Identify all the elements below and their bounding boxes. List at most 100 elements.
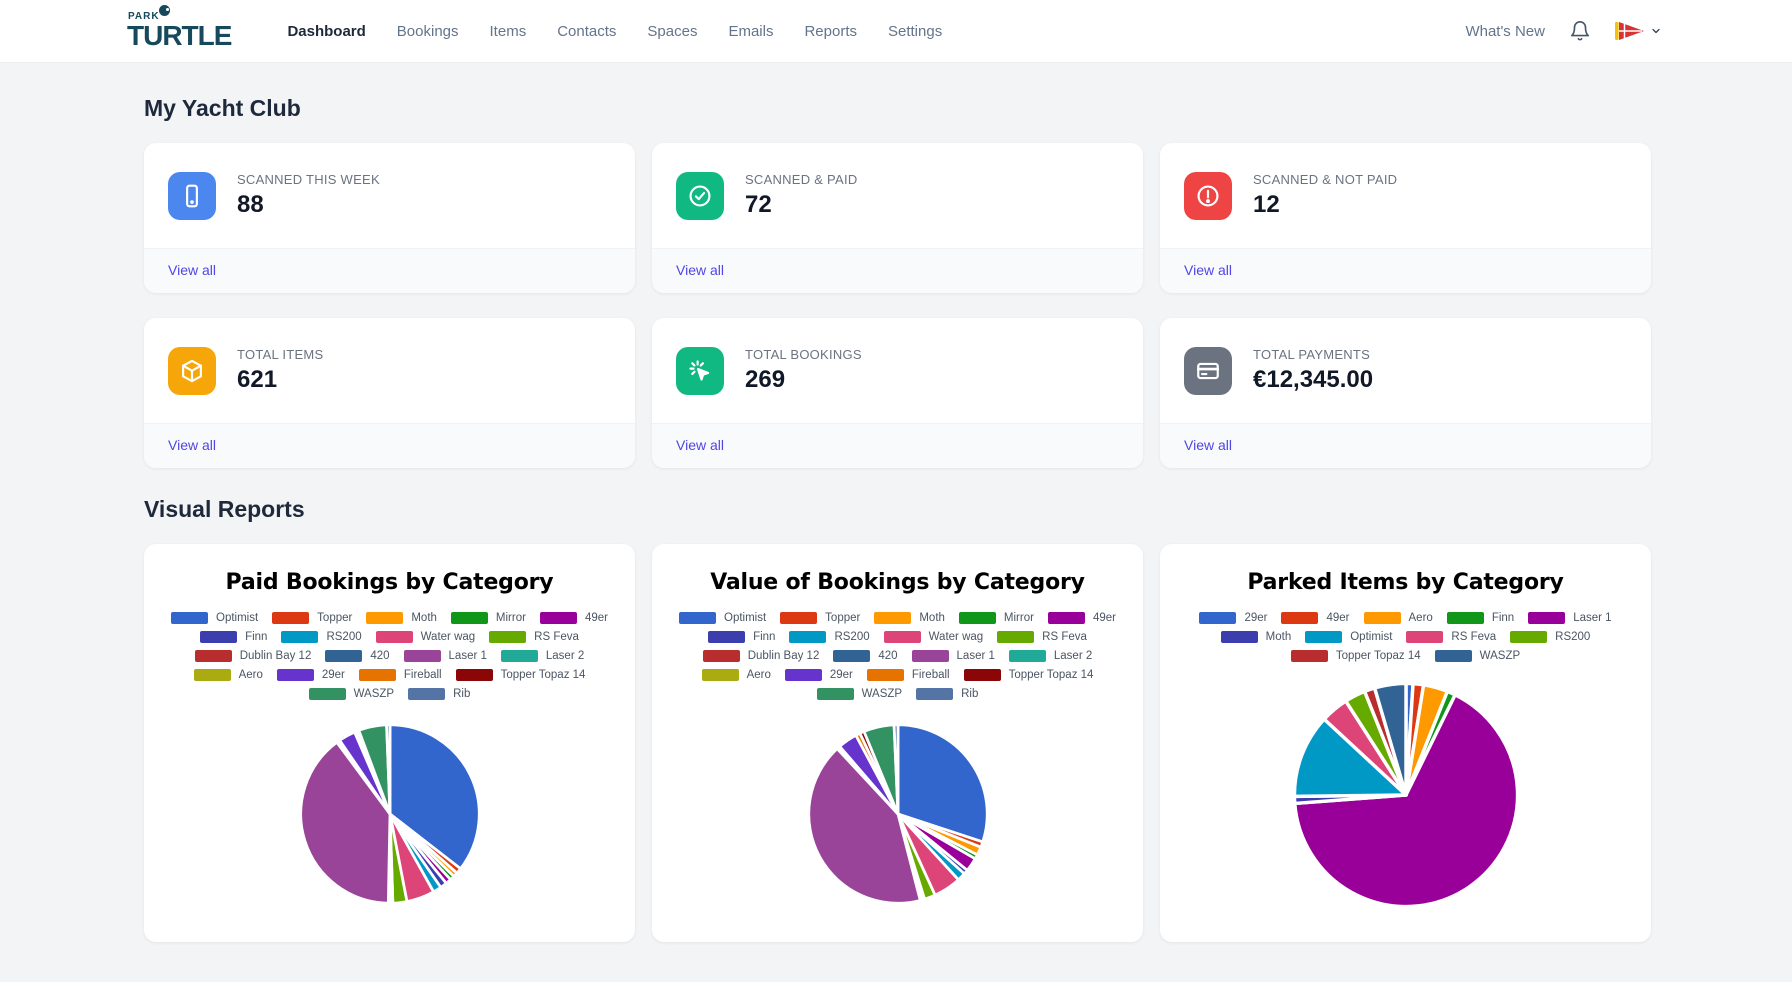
legend-item[interactable]: WASZP bbox=[308, 688, 395, 700]
view-all-link[interactable]: View all bbox=[168, 262, 216, 278]
legend-swatch bbox=[403, 650, 441, 662]
legend-item[interactable]: RS Feva bbox=[489, 631, 579, 643]
legend-item[interactable]: Finn bbox=[708, 631, 775, 643]
legend-label: Aero bbox=[238, 669, 263, 681]
legend-item[interactable]: Moth bbox=[1220, 631, 1291, 643]
legend-item[interactable]: Water wag bbox=[883, 631, 983, 643]
legend-item[interactable]: Rib bbox=[408, 688, 470, 700]
stat-label: TOTAL ITEMS bbox=[237, 347, 324, 362]
navbar-right: What's New bbox=[1465, 20, 1662, 42]
nav-item-contacts[interactable]: Contacts bbox=[557, 22, 617, 40]
legend-item[interactable]: Finn bbox=[1446, 612, 1515, 624]
legend-item[interactable]: Rib bbox=[916, 688, 978, 700]
legend-item[interactable]: Mirror bbox=[958, 612, 1034, 624]
cursor-click-icon bbox=[676, 346, 724, 395]
legend-item[interactable]: Optimist bbox=[1305, 631, 1392, 643]
stat-card: SCANNED & PAID 72 View all bbox=[652, 143, 1143, 293]
legend-swatch bbox=[308, 688, 346, 700]
legend-item[interactable]: Topper Topaz 14 bbox=[963, 669, 1093, 681]
legend-swatch bbox=[784, 669, 822, 681]
legend-item[interactable]: Water wag bbox=[375, 631, 475, 643]
legend-item[interactable]: Aero bbox=[1363, 612, 1433, 624]
chart-card: Parked Items by Category 29er 49er Aero Fin… bbox=[1160, 544, 1651, 942]
legend-item[interactable]: Topper bbox=[780, 612, 860, 624]
nav-item-bookings[interactable]: Bookings bbox=[396, 22, 459, 40]
legend-item[interactable]: Optimist bbox=[679, 612, 766, 624]
legend-item[interactable]: RS200 bbox=[1510, 631, 1590, 643]
legend-item[interactable]: Moth bbox=[874, 612, 945, 624]
legend-label: Laser 1 bbox=[1573, 612, 1612, 624]
legend-item[interactable]: Moth bbox=[366, 612, 437, 624]
legend-item[interactable]: 49er bbox=[539, 612, 608, 624]
legend-item[interactable]: RS200 bbox=[281, 631, 362, 643]
legend-item[interactable]: 29er bbox=[276, 669, 345, 681]
legend-item[interactable]: Fireball bbox=[358, 669, 442, 681]
stat-card: TOTAL ITEMS 621 View all bbox=[144, 318, 635, 468]
view-all-link[interactable]: View all bbox=[676, 437, 724, 453]
legend-label: Finn bbox=[245, 631, 268, 643]
legend-item[interactable]: Finn bbox=[200, 631, 267, 643]
legend-item[interactable]: 420 bbox=[325, 650, 390, 662]
legend-item[interactable]: Mirror bbox=[450, 612, 526, 624]
whats-new-link[interactable]: What's New bbox=[1465, 22, 1545, 40]
bell-icon[interactable] bbox=[1569, 20, 1591, 42]
legend-swatch bbox=[450, 612, 488, 624]
charts-grid: Paid Bookings by Category Optimist Topper… bbox=[144, 544, 1651, 942]
pie-chart-area bbox=[1176, 662, 1635, 928]
stat-label: SCANNED & NOT PAID bbox=[1253, 172, 1398, 187]
legend-item[interactable]: 49er bbox=[1047, 612, 1116, 624]
legend-label: WASZP bbox=[1479, 650, 1521, 662]
legend-item[interactable]: Topper Topaz 14 bbox=[455, 669, 585, 681]
legend-item[interactable]: Aero bbox=[193, 669, 263, 681]
legend-item[interactable]: Laser 1 bbox=[1528, 612, 1612, 624]
nav-item-spaces[interactable]: Spaces bbox=[647, 22, 698, 40]
stat-card-body: TOTAL PAYMENTS €12,345.00 bbox=[1160, 318, 1651, 423]
legend-item[interactable]: Fireball bbox=[866, 669, 950, 681]
legend-item[interactable]: Laser 1 bbox=[911, 650, 995, 662]
legend-swatch bbox=[679, 612, 716, 624]
pie-slice bbox=[298, 740, 391, 905]
legend-swatch bbox=[276, 669, 314, 681]
legend-label: WASZP bbox=[353, 688, 395, 700]
stat-label: TOTAL PAYMENTS bbox=[1253, 347, 1371, 362]
legend-item[interactable]: 49er bbox=[1281, 612, 1350, 624]
legend-item[interactable]: WASZP bbox=[816, 688, 903, 700]
legend-item[interactable]: Laser 1 bbox=[403, 650, 487, 662]
view-all-link[interactable]: View all bbox=[676, 262, 724, 278]
legend-label: WASZP bbox=[861, 688, 903, 700]
legend-item[interactable]: Laser 2 bbox=[1008, 650, 1092, 662]
legend-item[interactable]: 29er bbox=[1199, 612, 1267, 624]
view-all-link[interactable]: View all bbox=[1184, 262, 1232, 278]
legend-item[interactable]: 420 bbox=[833, 650, 898, 662]
nav-item-reports[interactable]: Reports bbox=[804, 22, 857, 40]
stat-card: TOTAL BOOKINGS 269 View all bbox=[652, 318, 1143, 468]
view-all-link[interactable]: View all bbox=[1184, 437, 1232, 453]
legend-label: Finn bbox=[1491, 612, 1515, 624]
legend-item[interactable]: RS200 bbox=[789, 631, 870, 643]
pie-slice bbox=[388, 723, 481, 871]
legend-item[interactable]: Dublin Bay 12 bbox=[702, 650, 819, 662]
legend-item[interactable]: WASZP bbox=[1434, 650, 1521, 662]
legend-item[interactable]: Topper Topaz 14 bbox=[1290, 650, 1421, 662]
legend-item[interactable]: Topper bbox=[272, 612, 352, 624]
legend-item[interactable]: Optimist bbox=[171, 612, 258, 624]
legend-item[interactable]: Aero bbox=[701, 669, 771, 681]
park-turtle-logo[interactable]: PARK TURTLE bbox=[127, 5, 232, 50]
legend-item[interactable]: RS Feva bbox=[1406, 631, 1496, 643]
nav-item-emails[interactable]: Emails bbox=[728, 22, 774, 40]
view-all-link[interactable]: View all bbox=[168, 437, 216, 453]
nav-item-settings[interactable]: Settings bbox=[888, 22, 943, 40]
legend-swatch bbox=[1363, 612, 1401, 624]
pie-chart-area bbox=[160, 700, 619, 928]
locale-flag-dropdown[interactable] bbox=[1615, 21, 1662, 41]
legend-label: Aero bbox=[1408, 612, 1433, 624]
legend-item[interactable]: Dublin Bay 12 bbox=[194, 650, 311, 662]
legend-label: Moth bbox=[919, 612, 945, 624]
top-navbar: PARK TURTLE Dashboard Bookings Items Contac… bbox=[0, 0, 1792, 63]
chart-title: Value of Bookings by Category bbox=[710, 570, 1085, 595]
nav-item-items[interactable]: Items bbox=[489, 22, 527, 40]
legend-item[interactable]: RS Feva bbox=[997, 631, 1087, 643]
legend-item[interactable]: Laser 2 bbox=[500, 650, 584, 662]
legend-item[interactable]: 29er bbox=[784, 669, 853, 681]
nav-item-dashboard[interactable]: Dashboard bbox=[287, 22, 366, 40]
